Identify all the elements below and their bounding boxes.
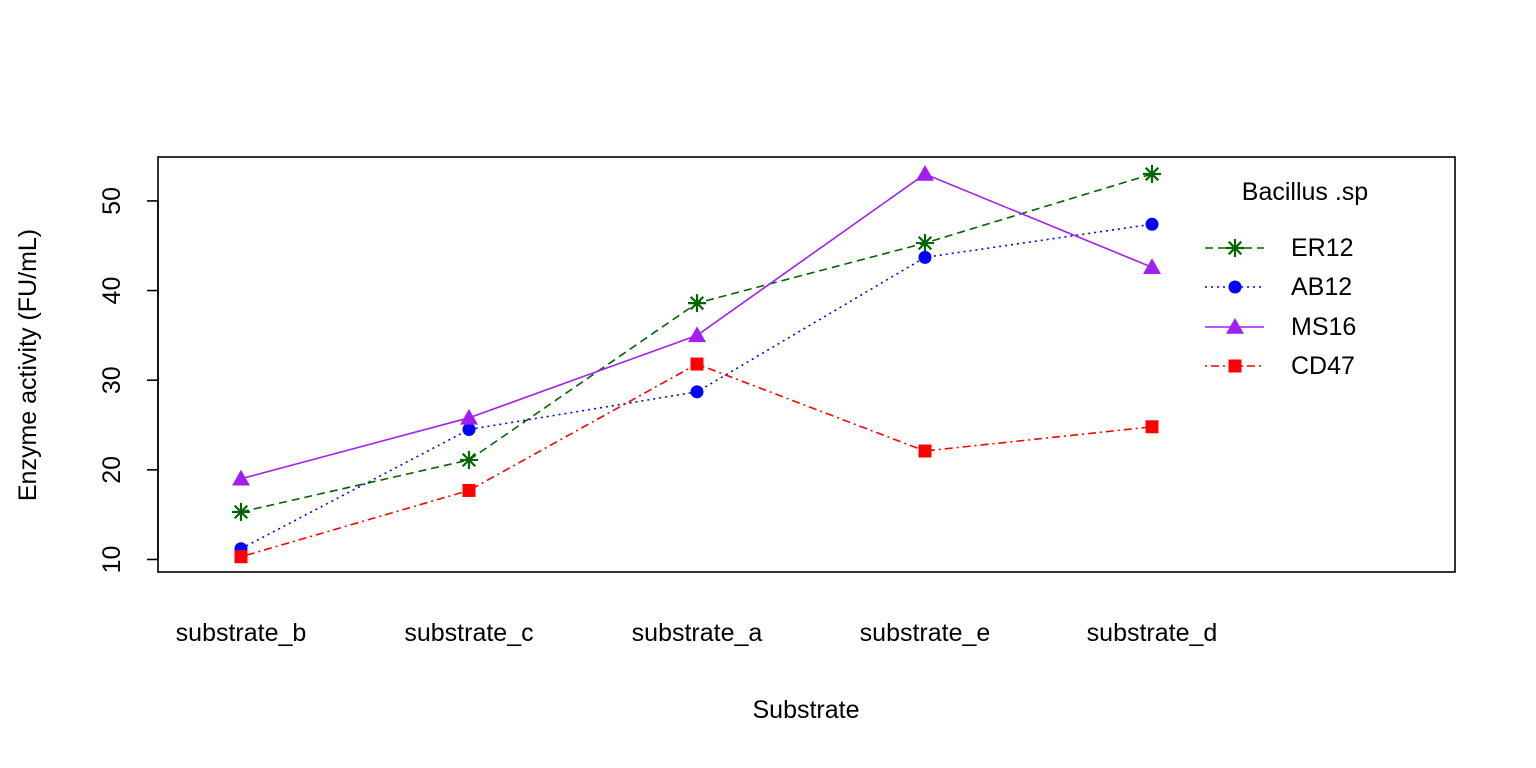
data-point (688, 294, 706, 313)
legend-marker (1228, 280, 1242, 294)
data-point (916, 234, 934, 253)
legend-item-ms16: MS16 (1205, 313, 1356, 341)
x-tick-label: substrate_e (860, 619, 991, 647)
data-point (688, 326, 706, 343)
data-point (232, 469, 250, 486)
y-tick-label: 30 (98, 366, 126, 394)
data-point (1143, 165, 1161, 184)
data-point (234, 550, 248, 564)
x-tick-label: substrate_c (404, 619, 533, 647)
legend-item-er12: ER12 (1205, 234, 1354, 262)
legend-label: AB12 (1291, 273, 1352, 301)
y-axis: 10 20 30 40 50 (98, 187, 159, 574)
legend-item-ab12: AB12 (1205, 273, 1352, 301)
x-axis-title: Substrate (752, 696, 859, 724)
legend-label: MS16 (1291, 313, 1356, 341)
series-layer (232, 165, 1161, 564)
legend-item-cd47: CD47 (1205, 352, 1355, 380)
data-point (918, 250, 932, 264)
y-tick-label: 10 (98, 546, 126, 574)
legend: Bacillus .sp ER12 AB12 MS16 CD47 (1205, 178, 1368, 380)
x-tick-label: substrate_b (176, 619, 307, 647)
y-tick-label: 50 (98, 187, 126, 215)
legend-marker (1226, 239, 1244, 257)
data-point (462, 422, 476, 436)
x-tick-label: substrate_d (1087, 619, 1218, 647)
legend-title: Bacillus .sp (1242, 178, 1368, 206)
legend-label: ER12 (1291, 234, 1354, 262)
data-point (918, 444, 932, 458)
legend-marker (1226, 318, 1244, 334)
series-er12 (232, 165, 1161, 521)
x-tick-label: substrate_a (632, 619, 763, 647)
data-point (1143, 258, 1161, 274)
legend-label: CD47 (1291, 352, 1355, 380)
data-point (1145, 217, 1159, 231)
y-tick-label: 20 (98, 456, 126, 484)
data-point (1145, 420, 1159, 434)
legend-marker (1228, 359, 1242, 373)
series-ms16 (232, 165, 1161, 486)
data-point (916, 165, 934, 181)
data-point (690, 385, 704, 399)
data-point (460, 450, 478, 469)
data-point (232, 502, 250, 521)
series-cd47 (234, 357, 1159, 564)
data-point (460, 408, 478, 425)
series-ab12 (234, 217, 1159, 556)
x-axis: substrate_b substrate_c substrate_a substra… (176, 619, 1218, 647)
data-point (462, 483, 476, 497)
y-tick-label: 40 (98, 277, 126, 305)
data-point (690, 357, 704, 371)
series-line (240, 223, 1153, 550)
y-axis-title: Enzyme activity (FU/mL) (14, 229, 42, 501)
